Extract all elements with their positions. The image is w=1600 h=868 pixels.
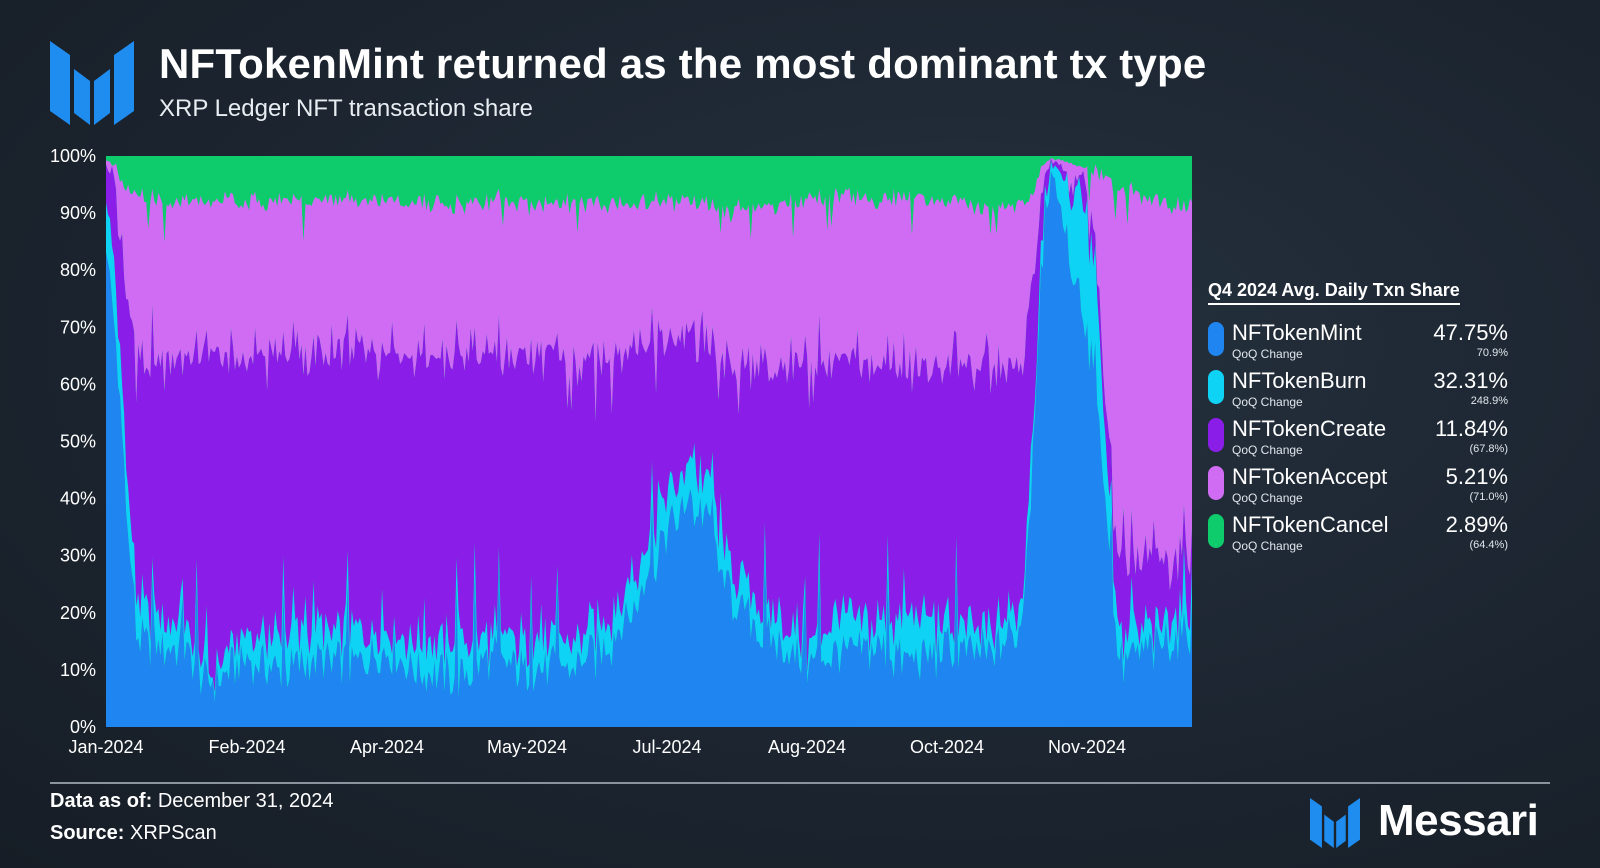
footer-divider xyxy=(50,782,1550,784)
messari-brand: Messari xyxy=(1310,796,1550,850)
legend: Q4 2024 Avg. Daily Txn Share NFTokenMint… xyxy=(1208,280,1508,553)
x-tick-label: Aug-2024 xyxy=(768,737,846,757)
legend-change-value: (67.8%) xyxy=(1469,443,1508,455)
series-area-nftokencreate xyxy=(106,157,1192,693)
x-tick-label: Jan-2024 xyxy=(68,737,143,757)
legend-series-name: NFTokenCreate xyxy=(1232,416,1387,441)
legend-title: Q4 2024 Avg. Daily Txn Share xyxy=(1208,280,1460,305)
legend-item: NFTokenCancel QoQ Change 2.89% (64.4%) xyxy=(1208,503,1508,553)
legend-change-value: (71.0%) xyxy=(1469,491,1508,503)
y-tick-label: 10% xyxy=(60,660,96,680)
legend-item: NFTokenAccept QoQ Change 5.21% (71.0%) xyxy=(1208,455,1508,505)
source-label: Source: xyxy=(50,822,125,844)
legend-change-label: QoQ Change xyxy=(1232,347,1303,361)
messari-logo-icon xyxy=(50,41,134,125)
series-area-nftokencancel xyxy=(106,156,1192,242)
stacked-area-chart: 0% 10% 20% 30% 40% 50% 60% 70% 80% 90% 100% Jan-202… xyxy=(50,146,1192,757)
legend-change-value: 248.9% xyxy=(1470,395,1508,407)
data-as-of: Data as of: December 31, 2024 xyxy=(50,790,333,813)
legend-share-value: 32.31% xyxy=(1433,368,1508,393)
y-tick-label: 0% xyxy=(70,717,96,737)
legend-share-value: 2.89% xyxy=(1445,512,1508,537)
legend-items: NFTokenMint QoQ Change 47.75% 70.9% NFTokenB… xyxy=(1208,311,1508,553)
y-tick-label: 50% xyxy=(60,432,96,452)
x-tick-label: Jul-2024 xyxy=(632,737,701,757)
y-tick-label: 70% xyxy=(60,317,96,337)
series-area-nftokenburn xyxy=(106,160,1192,702)
x-tick-label: Apr-2024 xyxy=(350,737,424,757)
x-tick-label: May-2024 xyxy=(487,737,567,757)
legend-change-label: QoQ Change xyxy=(1232,443,1303,457)
legend-series-name: NFTokenCancel xyxy=(1232,512,1389,537)
y-tick-label: 90% xyxy=(60,203,96,223)
series-area-nftokenmint xyxy=(106,170,1192,727)
legend-swatch xyxy=(1208,514,1224,548)
data-as-of-value: December 31, 2024 xyxy=(157,790,334,812)
legend-series-name: NFTokenAccept xyxy=(1232,464,1388,489)
x-tick-label: Nov-2024 xyxy=(1048,737,1126,757)
x-tick-label: Feb-2024 xyxy=(208,737,285,757)
legend-series-name: NFTokenBurn xyxy=(1232,368,1367,393)
legend-share-value: 47.75% xyxy=(1433,320,1508,345)
y-tick-label: 30% xyxy=(60,546,96,566)
source-value: XRPScan xyxy=(130,822,217,844)
brand-name: Messari xyxy=(1378,796,1539,845)
messari-brand-icon xyxy=(1310,798,1360,848)
legend-share-value: 11.84% xyxy=(1435,416,1508,441)
legend-swatch xyxy=(1208,370,1224,404)
x-tick-label: Oct-2024 xyxy=(910,737,984,757)
legend-change-label: QoQ Change xyxy=(1232,539,1303,553)
y-tick-label: 80% xyxy=(60,260,96,280)
y-tick-label: 100% xyxy=(50,146,96,166)
y-tick-label: 20% xyxy=(60,603,96,623)
y-tick-label: 60% xyxy=(60,374,96,394)
chart-subtitle: XRP Ledger NFT transaction share xyxy=(159,95,533,122)
legend-item: NFTokenBurn QoQ Change 32.31% 248.9% xyxy=(1208,359,1508,409)
series-area-nftokenaccept xyxy=(106,157,1192,591)
legend-change-label: QoQ Change xyxy=(1232,395,1303,409)
data-as-of-label: Data as of: xyxy=(50,790,153,812)
source: Source: XRPScan xyxy=(50,822,217,845)
legend-change-value: (64.4%) xyxy=(1469,539,1508,551)
legend-series-name: NFTokenMint xyxy=(1232,320,1362,345)
legend-change-label: QoQ Change xyxy=(1232,491,1303,505)
legend-swatch xyxy=(1208,466,1224,500)
legend-change-value: 70.9% xyxy=(1476,347,1508,359)
chart-title: NFTokenMint returned as the most dominan… xyxy=(159,40,1207,87)
legend-share-value: 5.21% xyxy=(1445,464,1508,489)
legend-swatch xyxy=(1208,322,1224,356)
legend-item: NFTokenMint QoQ Change 47.75% 70.9% xyxy=(1208,311,1508,361)
legend-swatch xyxy=(1208,418,1224,452)
y-tick-label: 40% xyxy=(60,489,96,509)
legend-item: NFTokenCreate QoQ Change 11.84% (67.8%) xyxy=(1208,407,1508,457)
